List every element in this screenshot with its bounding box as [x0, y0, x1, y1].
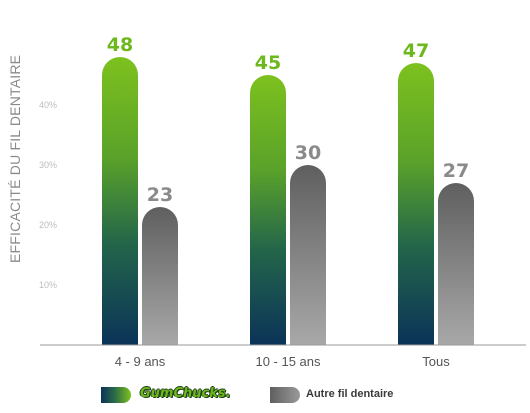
- bar-other-1: [142, 207, 178, 345]
- data-label: 23: [147, 184, 173, 206]
- bar-other-3: [438, 183, 474, 345]
- category-label: Tous: [422, 354, 450, 369]
- legend-swatch-other: [270, 387, 300, 403]
- data-label: 45: [255, 52, 281, 74]
- legend: GumChucks. Autre fil dentaire: [0, 384, 530, 410]
- bar-gumchucks-1: [102, 57, 138, 345]
- data-label: 48: [107, 34, 133, 56]
- data-label: 47: [403, 40, 429, 62]
- y-tick-label: 20%: [39, 220, 57, 230]
- data-label: 27: [443, 160, 469, 182]
- legend-label-other: Autre fil dentaire: [306, 388, 394, 400]
- y-axis-label: EFFICACITÉ DU FIL DENTAIRE: [7, 54, 23, 263]
- category-label: 4 - 9 ans: [115, 354, 166, 369]
- y-tick-label: 10%: [39, 280, 57, 290]
- gumchucks-logo: GumChucks.: [140, 386, 231, 401]
- y-tick-label: 40%: [39, 100, 57, 110]
- y-tick-label: 30%: [39, 160, 57, 170]
- legend-swatch-gumchucks: [101, 387, 131, 403]
- data-label: 30: [295, 142, 321, 164]
- bar-gumchucks-3: [398, 63, 434, 345]
- bar-other-2: [290, 165, 326, 345]
- bar-gumchucks-2: [250, 75, 286, 345]
- category-label: 10 - 15 ans: [255, 354, 321, 369]
